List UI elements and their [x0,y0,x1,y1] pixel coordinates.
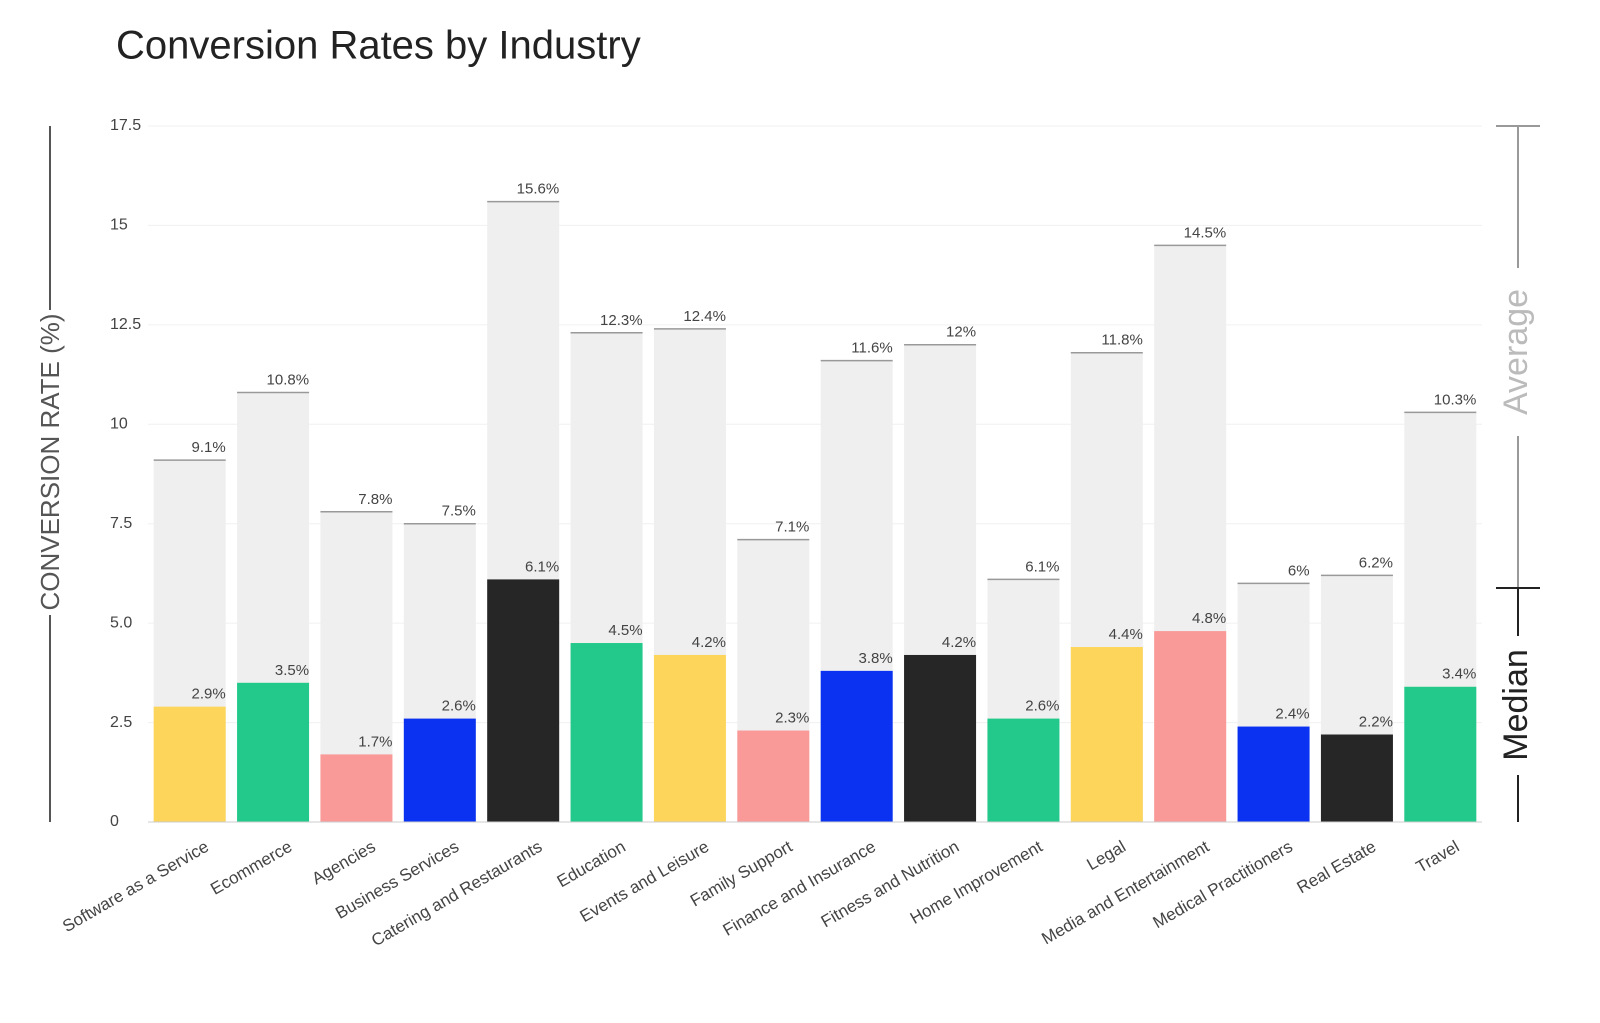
median-bar [153,706,226,822]
median-bar [1404,686,1477,822]
y-tick-label: 5.0 [110,614,132,631]
median-bar [320,754,393,822]
value-label: 14.5% [1184,224,1227,241]
value-label: 2.2% [1359,713,1393,730]
x-tick-label: Education [554,837,629,891]
value-label: 2.3% [775,709,809,726]
value-label: 2.6% [442,698,476,715]
median-bar [904,654,977,822]
median-bar [237,682,310,822]
value-label: 3.8% [858,650,892,667]
value-label: 2.9% [191,686,225,703]
median-bar [1154,631,1227,822]
median-bar [403,718,476,822]
x-tick-label: Fitness and Nutrition [818,837,963,931]
x-tick-label: Real Estate [1294,837,1380,897]
value-label: 4.2% [942,634,976,651]
value-label: 6.2% [1359,554,1393,571]
value-label: 6% [1288,562,1310,579]
value-label: 7.8% [358,491,392,508]
value-label: 12.4% [683,308,726,325]
y-tick-label: 15 [110,217,128,234]
value-label: 2.6% [1025,698,1059,715]
median-bar [737,730,810,822]
value-label: 6.1% [1025,558,1059,575]
median-bar [570,643,643,822]
value-label: 4.5% [608,622,642,639]
value-label: 4.4% [1109,626,1143,643]
x-tick-label: Ecommerce [207,837,295,899]
x-tick-label: Finance and Insurance [720,837,879,940]
value-label: 4.2% [692,634,726,651]
median-bar [1070,647,1143,822]
y-tick-label: 7.5 [110,515,132,532]
chart-title: Conversion Rates by Industry [116,24,641,68]
y-tick-label: 10 [110,416,128,433]
value-label: 12.3% [600,312,643,329]
value-label: 10.8% [267,371,310,388]
legend-label: Median [1497,649,1535,761]
value-label: 9.1% [191,439,225,456]
value-label: 12% [946,324,976,341]
value-label: 10.3% [1434,391,1477,408]
value-label: 7.5% [442,503,476,520]
value-label: 1.7% [358,733,392,750]
x-tick-label: Medical Practitioners [1150,837,1296,932]
x-tick-label: Software as a Service [59,837,212,936]
value-label: 4.8% [1192,610,1226,627]
y-tick-label: 2.5 [110,714,132,731]
value-label: 2.4% [1275,706,1309,723]
x-tick-label: Travel [1413,837,1463,877]
value-label: 11.8% [1101,332,1142,349]
y-tick-label: 12.5 [110,316,141,333]
median-bar [487,579,560,822]
y-tick-label: 0 [110,813,119,830]
median-bar [820,670,893,822]
y-axis-title: CONVERSION RATE (%) [35,313,65,610]
x-tick-label: Legal [1084,837,1130,874]
median-bar [1237,726,1310,822]
value-label: 3.4% [1442,666,1476,683]
value-label: 7.1% [775,519,809,536]
y-tick-label: 17.5 [110,117,141,134]
median-bar [653,654,726,822]
median-bar [987,718,1060,822]
x-tick-label: Agencies [309,837,379,888]
median-bar [1320,734,1393,822]
value-label: 3.5% [275,662,309,679]
value-label: 15.6% [517,181,560,198]
value-label: 11.6% [851,340,892,357]
value-label: 6.1% [525,558,559,575]
legend-label: Average [1497,289,1535,415]
